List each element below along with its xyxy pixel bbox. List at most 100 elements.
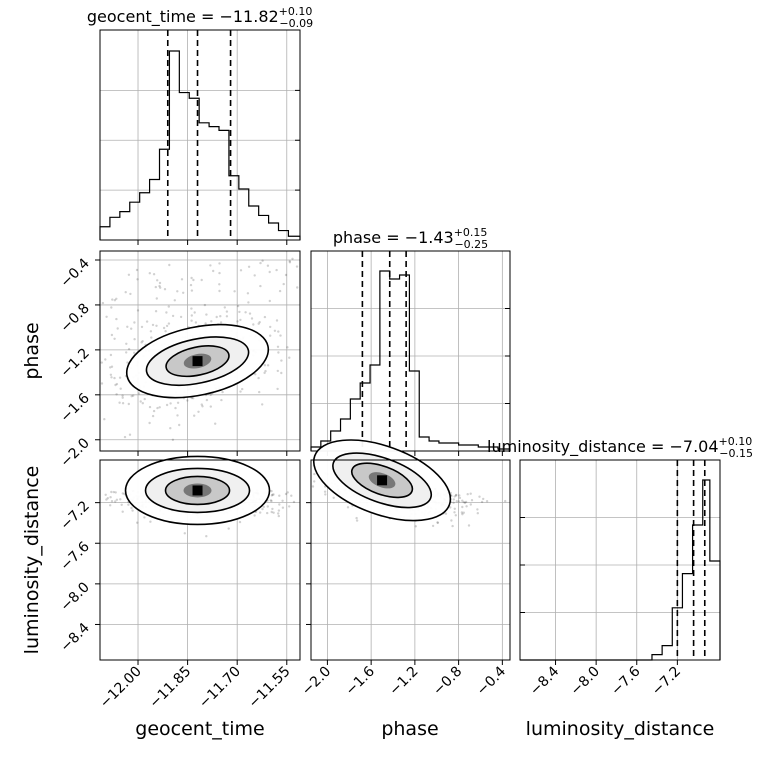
scatter-point: [121, 402, 125, 405]
x-tick-label: −7.2: [649, 664, 684, 699]
scatter-point: [268, 299, 271, 303]
histogram-step: [520, 479, 721, 661]
scatter-point: [116, 327, 119, 330]
x-axis-label-luminosity-distance: luminosity_distance: [526, 718, 715, 740]
panel-title-sup: +0.10: [279, 5, 313, 18]
scatter-point: [105, 315, 108, 318]
scatter-point: [266, 364, 270, 367]
scatter-point: [109, 373, 113, 376]
scatter-geocent-time-vs-phase: −2.0 −1.6 −1.2 −0.8 −0.4: [57, 250, 301, 471]
panel-frame: [310, 250, 511, 452]
panel-frame: [99, 29, 301, 241]
scatter-point: [205, 398, 209, 402]
scatter-point: [151, 323, 155, 327]
scatter-point: [100, 382, 104, 385]
scatter-point: [271, 507, 274, 511]
scatter-point: [480, 500, 484, 504]
scatter-point: [295, 265, 299, 268]
scatter-point: [121, 492, 125, 495]
scatter-point: [272, 493, 275, 496]
scatter-point: [220, 398, 223, 402]
scatter-point: [453, 511, 456, 514]
scatter-point: [125, 342, 128, 345]
scatter-point: [110, 333, 114, 337]
scatter-point: [209, 405, 212, 408]
scatter-point: [179, 315, 183, 319]
histogram-step: [99, 50, 301, 240]
scatter-point: [171, 438, 175, 441]
scatter-point: [182, 291, 185, 294]
scatter-point: [355, 519, 359, 522]
scatter-point: [154, 285, 157, 289]
scatter-point: [277, 512, 280, 515]
scatter-point: [200, 403, 203, 406]
y-tick-label: −8.4: [57, 620, 92, 655]
scatter-point: [288, 356, 291, 359]
panel-frame: [99, 459, 301, 661]
scatter-point: [124, 291, 127, 294]
scatter-point: [130, 395, 133, 398]
scatter-point: [248, 312, 252, 315]
scatter-point: [118, 401, 121, 404]
scatter-point: [273, 329, 277, 332]
scatter-point: [155, 324, 158, 327]
scatter-point: [163, 288, 167, 291]
scatter-point: [266, 505, 269, 508]
scatter-point: [119, 498, 122, 501]
x-axis-label-geocent-time: geocent_time: [135, 718, 264, 740]
histogram-step: [310, 270, 511, 451]
scatter-point: [469, 503, 472, 506]
scatter-point: [284, 273, 288, 277]
scatter-point: [186, 399, 189, 402]
scatter-point: [276, 369, 279, 373]
scatter-point: [223, 306, 226, 309]
scatter-point: [464, 500, 468, 504]
scatter-point: [176, 401, 180, 404]
scatter-point: [277, 351, 280, 354]
scatter-point: [241, 387, 244, 391]
scatter-point: [253, 274, 256, 277]
y-tick-label: −7.6: [57, 539, 92, 574]
scatter-point: [292, 500, 296, 504]
histogram-luminosity-distance: −8.4 −8.0 −7.6 −7.2 luminosity_distance = −7…: [487, 435, 753, 699]
scatter-point: [189, 283, 193, 287]
scatter-point: [270, 499, 273, 503]
scatter-point: [451, 524, 454, 528]
scatter-point: [288, 260, 291, 263]
scatter-point: [169, 427, 172, 430]
scatter-point: [290, 494, 293, 497]
scatter-point: [225, 315, 229, 318]
scatter-point: [436, 521, 439, 524]
scatter-point: [462, 500, 465, 504]
scatter-point: [129, 292, 132, 296]
x-tick-label: −7.6: [608, 663, 643, 698]
scatter-point: [141, 402, 144, 405]
scatter-point: [110, 500, 114, 503]
scatter-point: [197, 410, 200, 413]
scatter-point: [286, 346, 289, 349]
scatter-point: [131, 509, 134, 512]
scatter-point: [113, 337, 116, 340]
scatter-point: [137, 392, 141, 395]
scatter-point: [174, 406, 177, 410]
scatter-point: [143, 516, 146, 519]
y-axis-label-luminosity-distance: luminosity_distance: [21, 466, 43, 655]
x-tick-label: −8.4: [527, 663, 562, 698]
y-tick-label: −1.6: [57, 390, 92, 425]
scatter-point: [332, 496, 335, 499]
scatter-point: [152, 273, 156, 276]
scatter-point: [148, 405, 152, 409]
scatter-point: [114, 491, 117, 494]
scatter-point: [190, 289, 194, 292]
scatter-point: [103, 418, 106, 421]
scatter-point: [263, 364, 267, 367]
scatter-point: [130, 506, 133, 510]
scatter-point: [453, 507, 456, 510]
scatter-point: [140, 325, 144, 329]
scatter-point: [143, 397, 146, 401]
scatter-point: [270, 494, 274, 497]
scatter-point: [277, 330, 280, 333]
scatter-point: [176, 290, 179, 293]
scatter-point: [136, 278, 139, 281]
